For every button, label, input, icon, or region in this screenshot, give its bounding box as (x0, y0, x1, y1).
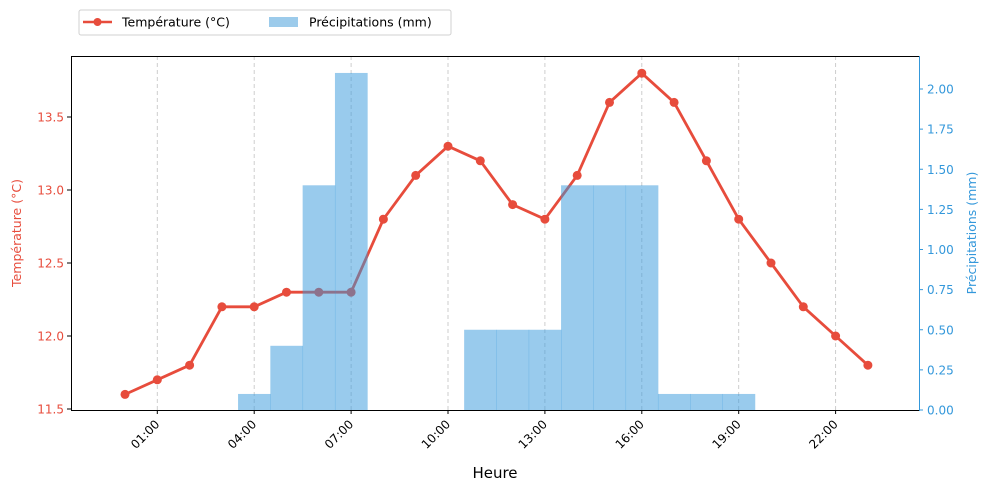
temperature-polyline (124, 71, 869, 396)
precipitation-bar (270, 345, 304, 410)
y-right-tick-label: 1.00 (927, 243, 954, 257)
y-left-tick-label: 13.5 (37, 111, 64, 125)
x-tick-label: 22:00 (806, 417, 840, 451)
legend-label-precipitation: Précipitations (mm) (309, 15, 432, 30)
temperature-point (831, 331, 841, 341)
precipitation-bar (528, 329, 562, 410)
precipitation-bars-overlay (238, 72, 756, 410)
precipitation-bar (690, 393, 723, 410)
precipitation-bar (496, 329, 530, 410)
precipitation-bar (625, 185, 659, 410)
precipitation-bar (238, 393, 271, 410)
y-right-tick-label: 0.50 (927, 323, 954, 337)
y-left-tick-label: 13.0 (37, 184, 64, 198)
temperature-point (540, 214, 550, 224)
y-right-tick-label: 1.25 (927, 203, 954, 217)
temperature-point (475, 156, 485, 166)
temperature-point (217, 302, 227, 312)
temperature-point (605, 97, 614, 107)
x-tick-label: 04:00 (225, 417, 259, 451)
temperature-point (669, 97, 679, 107)
y-right-tick-label: 0.00 (927, 404, 954, 418)
temperature-point (734, 214, 744, 224)
precipitation-bar (561, 185, 594, 410)
temperature-point (508, 200, 518, 210)
y-axis-right-label: Précipitations (mm) (964, 172, 979, 295)
y-left-tick-label: 11.5 (37, 403, 64, 417)
temperature-point (701, 156, 711, 166)
legend-marker-icon (93, 18, 102, 26)
temperature-point (185, 360, 195, 370)
temperature-point (411, 170, 421, 180)
precipitation-bar (593, 185, 627, 410)
y-right-tick-label: 0.75 (927, 283, 954, 297)
temperature-point (282, 287, 291, 297)
precipitation-bar (302, 185, 336, 410)
temperature-point (249, 302, 259, 312)
x-tick-label: 10:00 (419, 417, 453, 451)
legend-patch-swatch (269, 17, 298, 27)
y-right-tick-label: 2.00 (927, 83, 954, 97)
legend-item-precipitation: Précipitations (mm) (269, 15, 432, 30)
x-axis-ticks: 01:00 04:00 07:00 10:00 13:00 16:00 19:00 22:00 (128, 410, 841, 452)
y-axis-right-ticks: 0.00 0.25 0.50 0.75 1.00 1.25 1.50 1.75 2.00 (919, 83, 954, 418)
y-axis-left-ticks: 11.5 12.0 12.5 13.0 13.5 (37, 111, 71, 417)
precipitation-bar (334, 72, 368, 410)
temperature-point (152, 375, 162, 385)
precipitation-bar (464, 329, 497, 410)
legend: Température (°C) Précipitations (mm) (78, 9, 452, 36)
temperature-point (766, 258, 776, 268)
plot-frame (71, 56, 920, 411)
temperature-point (120, 389, 130, 399)
temperature-point (863, 360, 873, 370)
x-tick-label: 19:00 (709, 417, 743, 451)
y-right-tick-label: 1.50 (927, 163, 954, 177)
legend-frame (78, 9, 452, 36)
temperature-point (572, 170, 582, 180)
x-axis-label: Heure (472, 464, 517, 482)
temperature-line (120, 68, 873, 399)
y-right-tick-label: 0.25 (927, 363, 954, 377)
temperature-point (378, 214, 388, 224)
y-left-tick-label: 12.0 (37, 330, 64, 344)
temperature-point (637, 68, 647, 78)
y-right-tick-label: 1.75 (927, 123, 954, 137)
precipitation-bar (657, 393, 691, 410)
y-left-tick-label: 12.5 (37, 257, 64, 271)
x-tick-label: 13:00 (516, 417, 550, 451)
x-tick-label: 07:00 (322, 417, 356, 451)
temperature-point (443, 141, 453, 151)
x-gridlines (156, 56, 837, 410)
precipitation-bar (722, 393, 756, 410)
x-tick-label: 01:00 (128, 417, 162, 451)
legend-item-temperature: Température (°C) (83, 15, 230, 30)
legend-label-temperature: Température (°C) (121, 15, 230, 30)
y-axis-left-label: Température (°C) (9, 179, 24, 288)
temperature-point (798, 302, 808, 312)
x-tick-label: 16:00 (613, 417, 647, 451)
